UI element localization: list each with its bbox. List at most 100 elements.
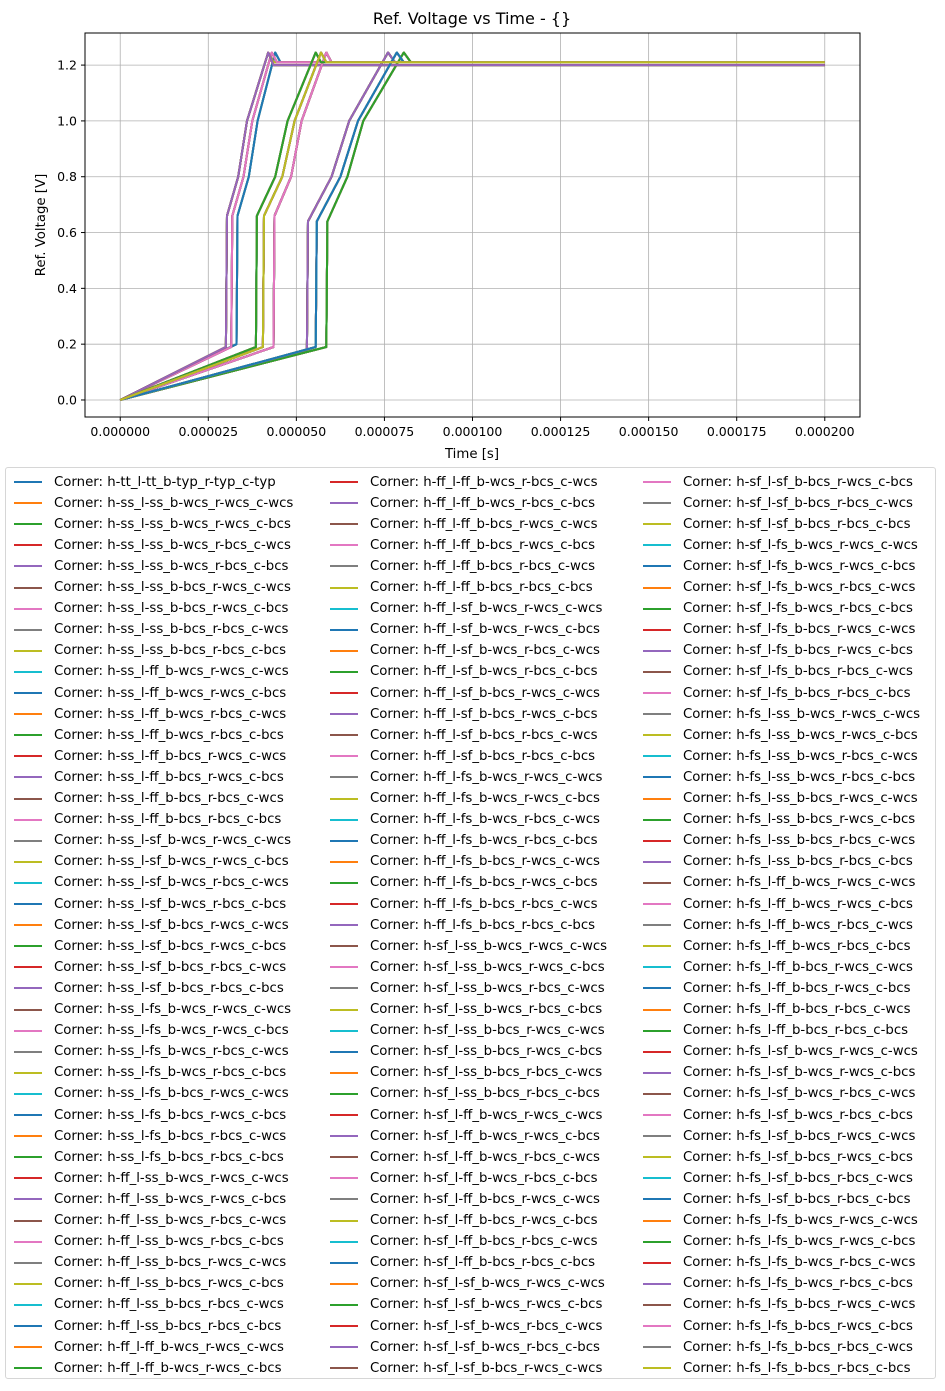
legend-line-swatch (643, 1092, 671, 1095)
legend-label: Corner: h-fs_l-sf_b-bcs_r-wcs_c-bcs (683, 1149, 913, 1165)
legend-entry: Corner: h-sf_l-sf_b-bcs_r-bcs_c-wcs (643, 493, 913, 513)
legend-entry: Corner: h-ff_l-fs_b-wcs_r-bcs_c-bcs (330, 831, 598, 851)
legend-label: Corner: h-ss_l-sf_b-wcs_r-wcs_c-bcs (54, 854, 289, 870)
legend-entry: Corner: h-sf_l-ff_b-bcs_r-bcs_c-bcs (330, 1253, 595, 1273)
legend-entry: Corner: h-fs_l-fs_b-wcs_r-bcs_c-wcs (643, 1253, 915, 1273)
legend-line-swatch (14, 1177, 42, 1180)
legend-label: Corner: h-fs_l-ff_b-bcs_r-wcs_c-bcs (683, 980, 911, 996)
legend-label: Corner: h-sf_l-sf_b-wcs_r-wcs_c-bcs (370, 1297, 603, 1313)
legend-line-swatch (330, 1071, 358, 1074)
legend-label: Corner: h-ff_l-fs_b-wcs_r-bcs_c-wcs (370, 812, 600, 828)
legend-label: Corner: h-ff_l-sf_b-wcs_r-wcs_c-bcs (370, 622, 600, 638)
legend-entry: Corner: h-fs_l-ff_b-bcs_r-wcs_c-bcs (643, 978, 911, 998)
legend-line-swatch (330, 734, 358, 737)
legend-entry: Corner: h-fs_l-ss_b-bcs_r-wcs_c-wcs (643, 789, 918, 809)
legend-entry: Corner: h-ff_l-ff_b-bcs_r-bcs_c-wcs (330, 556, 595, 576)
legend-label: Corner: h-ss_l-sf_b-wcs_r-bcs_c-bcs (54, 896, 287, 912)
legend-entry: Corner: h-ss_l-ss_b-wcs_r-wcs_c-bcs (14, 514, 291, 534)
legend-entry: Corner: h-fs_l-ff_b-wcs_r-bcs_c-wcs (643, 915, 913, 935)
legend-line-swatch (643, 628, 671, 631)
legend-entry: Corner: h-sf_l-fs_b-bcs_r-wcs_c-wcs (643, 620, 915, 640)
legend: Corner: h-tt_l-tt_b-typ_r-typ_c-typ Corne… (5, 467, 936, 1379)
legend-label: Corner: h-ff_l-ff_b-wcs_r-wcs_c-wcs (54, 1339, 284, 1355)
legend-entry: Corner: h-fs_l-sf_b-wcs_r-bcs_c-wcs (643, 1084, 915, 1104)
legend-line-swatch (14, 1135, 42, 1138)
legend-entry: Corner: h-ff_l-sf_b-wcs_r-bcs_c-wcs (330, 641, 600, 661)
legend-entry: Corner: h-sf_l-fs_b-wcs_r-bcs_c-wcs (643, 578, 915, 598)
legend-label: Corner: h-ss_l-sf_b-bcs_r-bcs_c-bcs (54, 980, 284, 996)
legend-label: Corner: h-ss_l-ff_b-bcs_r-bcs_c-wcs (54, 791, 284, 806)
y-tick-label: 0.2 (57, 337, 77, 352)
legend-line-swatch (643, 713, 671, 716)
legend-entry: Corner: h-ss_l-sf_b-bcs_r-bcs_c-bcs (14, 978, 284, 998)
legend-label: Corner: h-fs_l-sf_b-bcs_r-bcs_c-bcs (683, 1191, 911, 1207)
legend-entry: Corner: h-ff_l-sf_b-wcs_r-wcs_c-bcs (330, 620, 600, 640)
legend-entry: Corner: h-ss_l-ff_b-wcs_r-bcs_c-bcs (14, 725, 284, 745)
legend-label: Corner: h-ss_l-ff_b-wcs_r-wcs_c-bcs (54, 685, 287, 701)
x-tick-label: 0.000175 (707, 424, 767, 439)
legend-label: Corner: h-fs_l-ss_b-wcs_r-wcs_c-wcs (683, 706, 921, 722)
legend-line-swatch (14, 1219, 42, 1222)
legend-line-swatch (14, 481, 42, 483)
legend-line-swatch (14, 1240, 42, 1243)
legend-line-swatch (643, 586, 671, 589)
legend-label: Corner: h-ss_l-ss_b-wcs_r-wcs_c-bcs (54, 516, 291, 532)
legend-line-swatch (14, 1071, 42, 1074)
y-tick-label: 0.4 (57, 281, 77, 296)
legend-label: Corner: h-ss_l-fs_b-wcs_r-bcs_c-bcs (54, 1065, 287, 1081)
legend-label: Corner: h-ff_l-sf_b-bcs_r-wcs_c-wcs (370, 685, 600, 701)
legend-line-swatch (643, 1156, 671, 1159)
legend-line-swatch (643, 755, 671, 758)
legend-entry: Corner: h-sf_l-ff_b-wcs_r-bcs_c-bcs (330, 1168, 598, 1188)
legend-entry: Corner: h-fs_l-fs_b-bcs_r-wcs_c-wcs (643, 1295, 915, 1315)
legend-entry: Corner: h-ff_l-sf_b-wcs_r-wcs_c-wcs (330, 599, 602, 619)
legend-line-swatch (643, 544, 671, 547)
legend-label: Corner: h-ff_l-sf_b-bcs_r-wcs_c-bcs (370, 706, 598, 722)
legend-label: Corner: h-ff_l-ss_b-bcs_r-bcs_c-bcs (54, 1318, 282, 1334)
legend-entry: Corner: h-ff_l-ff_b-wcs_r-bcs_c-bcs (330, 493, 595, 513)
legend-line-swatch (14, 523, 42, 526)
x-tick-label: 0.000025 (178, 424, 238, 439)
legend-entry: Corner: h-ff_l-sf_b-bcs_r-wcs_c-bcs (330, 704, 598, 724)
legend-entry: Corner: h-sf_l-fs_b-wcs_r-wcs_c-bcs (643, 556, 915, 576)
legend-entry: Corner: h-ff_l-sf_b-bcs_r-bcs_c-wcs (330, 725, 598, 745)
legend-entry: Corner: h-ss_l-ss_b-bcs_r-bcs_c-wcs (14, 620, 288, 640)
legend-entry: Corner: h-sf_l-ss_b-bcs_r-bcs_c-wcs (330, 1063, 602, 1083)
legend-entry: Corner: h-ff_l-ff_b-bcs_r-bcs_c-bcs (330, 578, 593, 598)
legend-entry: Corner: h-sf_l-sf_b-bcs_r-wcs_c-wcs (330, 1358, 602, 1378)
legend-label: Corner: h-sf_l-fs_b-wcs_r-bcs_c-bcs (683, 601, 913, 617)
legend-entry: Corner: h-fs_l-ss_b-wcs_r-wcs_c-bcs (643, 725, 918, 745)
legend-label: Corner: h-ss_l-fs_b-wcs_r-bcs_c-wcs (54, 1044, 289, 1060)
legend-entry: Corner: h-fs_l-ff_b-wcs_r-wcs_c-wcs (643, 873, 915, 893)
series-line (119, 51, 825, 401)
legend-label: Corner: h-fs_l-ff_b-bcs_r-wcs_c-wcs (683, 959, 913, 975)
legend-line-swatch (643, 523, 671, 526)
legend-line-swatch (643, 1135, 671, 1138)
legend-line-swatch (643, 1029, 671, 1032)
legend-label: Corner: h-ff_l-fs_b-bcs_r-wcs_c-wcs (370, 854, 600, 870)
legend-entry: Corner: h-sf_l-sf_b-bcs_r-wcs_c-bcs (643, 472, 913, 492)
legend-entry: Corner: h-ff_l-fs_b-bcs_r-wcs_c-wcs (330, 852, 600, 872)
legend-label: Corner: h-ss_l-sf_b-wcs_r-bcs_c-wcs (54, 875, 289, 891)
legend-entry: Corner: h-sf_l-sf_b-wcs_r-wcs_c-wcs (330, 1274, 605, 1294)
legend-label: Corner: h-fs_l-sf_b-bcs_r-bcs_c-wcs (683, 1170, 913, 1186)
legend-label: Corner: h-ss_l-ff_b-wcs_r-bcs_c-bcs (54, 727, 284, 743)
legend-line-swatch (643, 1346, 671, 1349)
legend-entry: Corner: h-fs_l-ss_b-wcs_r-bcs_c-wcs (643, 746, 918, 766)
legend-line-swatch (643, 1050, 671, 1053)
legend-entry: Corner: h-ff_l-ss_b-wcs_r-bcs_c-wcs (14, 1211, 286, 1231)
legend-entry: Corner: h-ff_l-ff_b-wcs_r-wcs_c-bcs (14, 1358, 282, 1378)
legend-label: Corner: h-sf_l-fs_b-bcs_r-wcs_c-wcs (683, 622, 916, 638)
legend-label: Corner: h-fs_l-sf_b-wcs_r-wcs_c-wcs (683, 1044, 918, 1060)
legend-label: Corner: h-fs_l-ff_b-wcs_r-bcs_c-bcs (683, 938, 911, 954)
legend-line-swatch (330, 903, 358, 905)
legend-line-swatch (643, 607, 671, 610)
legend-label: Corner: h-ss_l-fs_b-bcs_r-bcs_c-wcs (54, 1128, 287, 1144)
legend-label: Corner: h-sf_l-fs_b-bcs_r-bcs_c-wcs (683, 664, 913, 680)
legend-line-swatch (14, 881, 42, 884)
legend-entry: Corner: h-ff_l-sf_b-bcs_r-bcs_c-bcs (330, 746, 595, 766)
legend-line-swatch (14, 776, 42, 779)
legend-entry: Corner: h-fs_l-fs_b-bcs_r-bcs_c-wcs (643, 1337, 913, 1357)
legend-line-swatch (330, 502, 358, 505)
legend-entry: Corner: h-ss_l-fs_b-bcs_r-bcs_c-bcs (14, 1147, 284, 1167)
